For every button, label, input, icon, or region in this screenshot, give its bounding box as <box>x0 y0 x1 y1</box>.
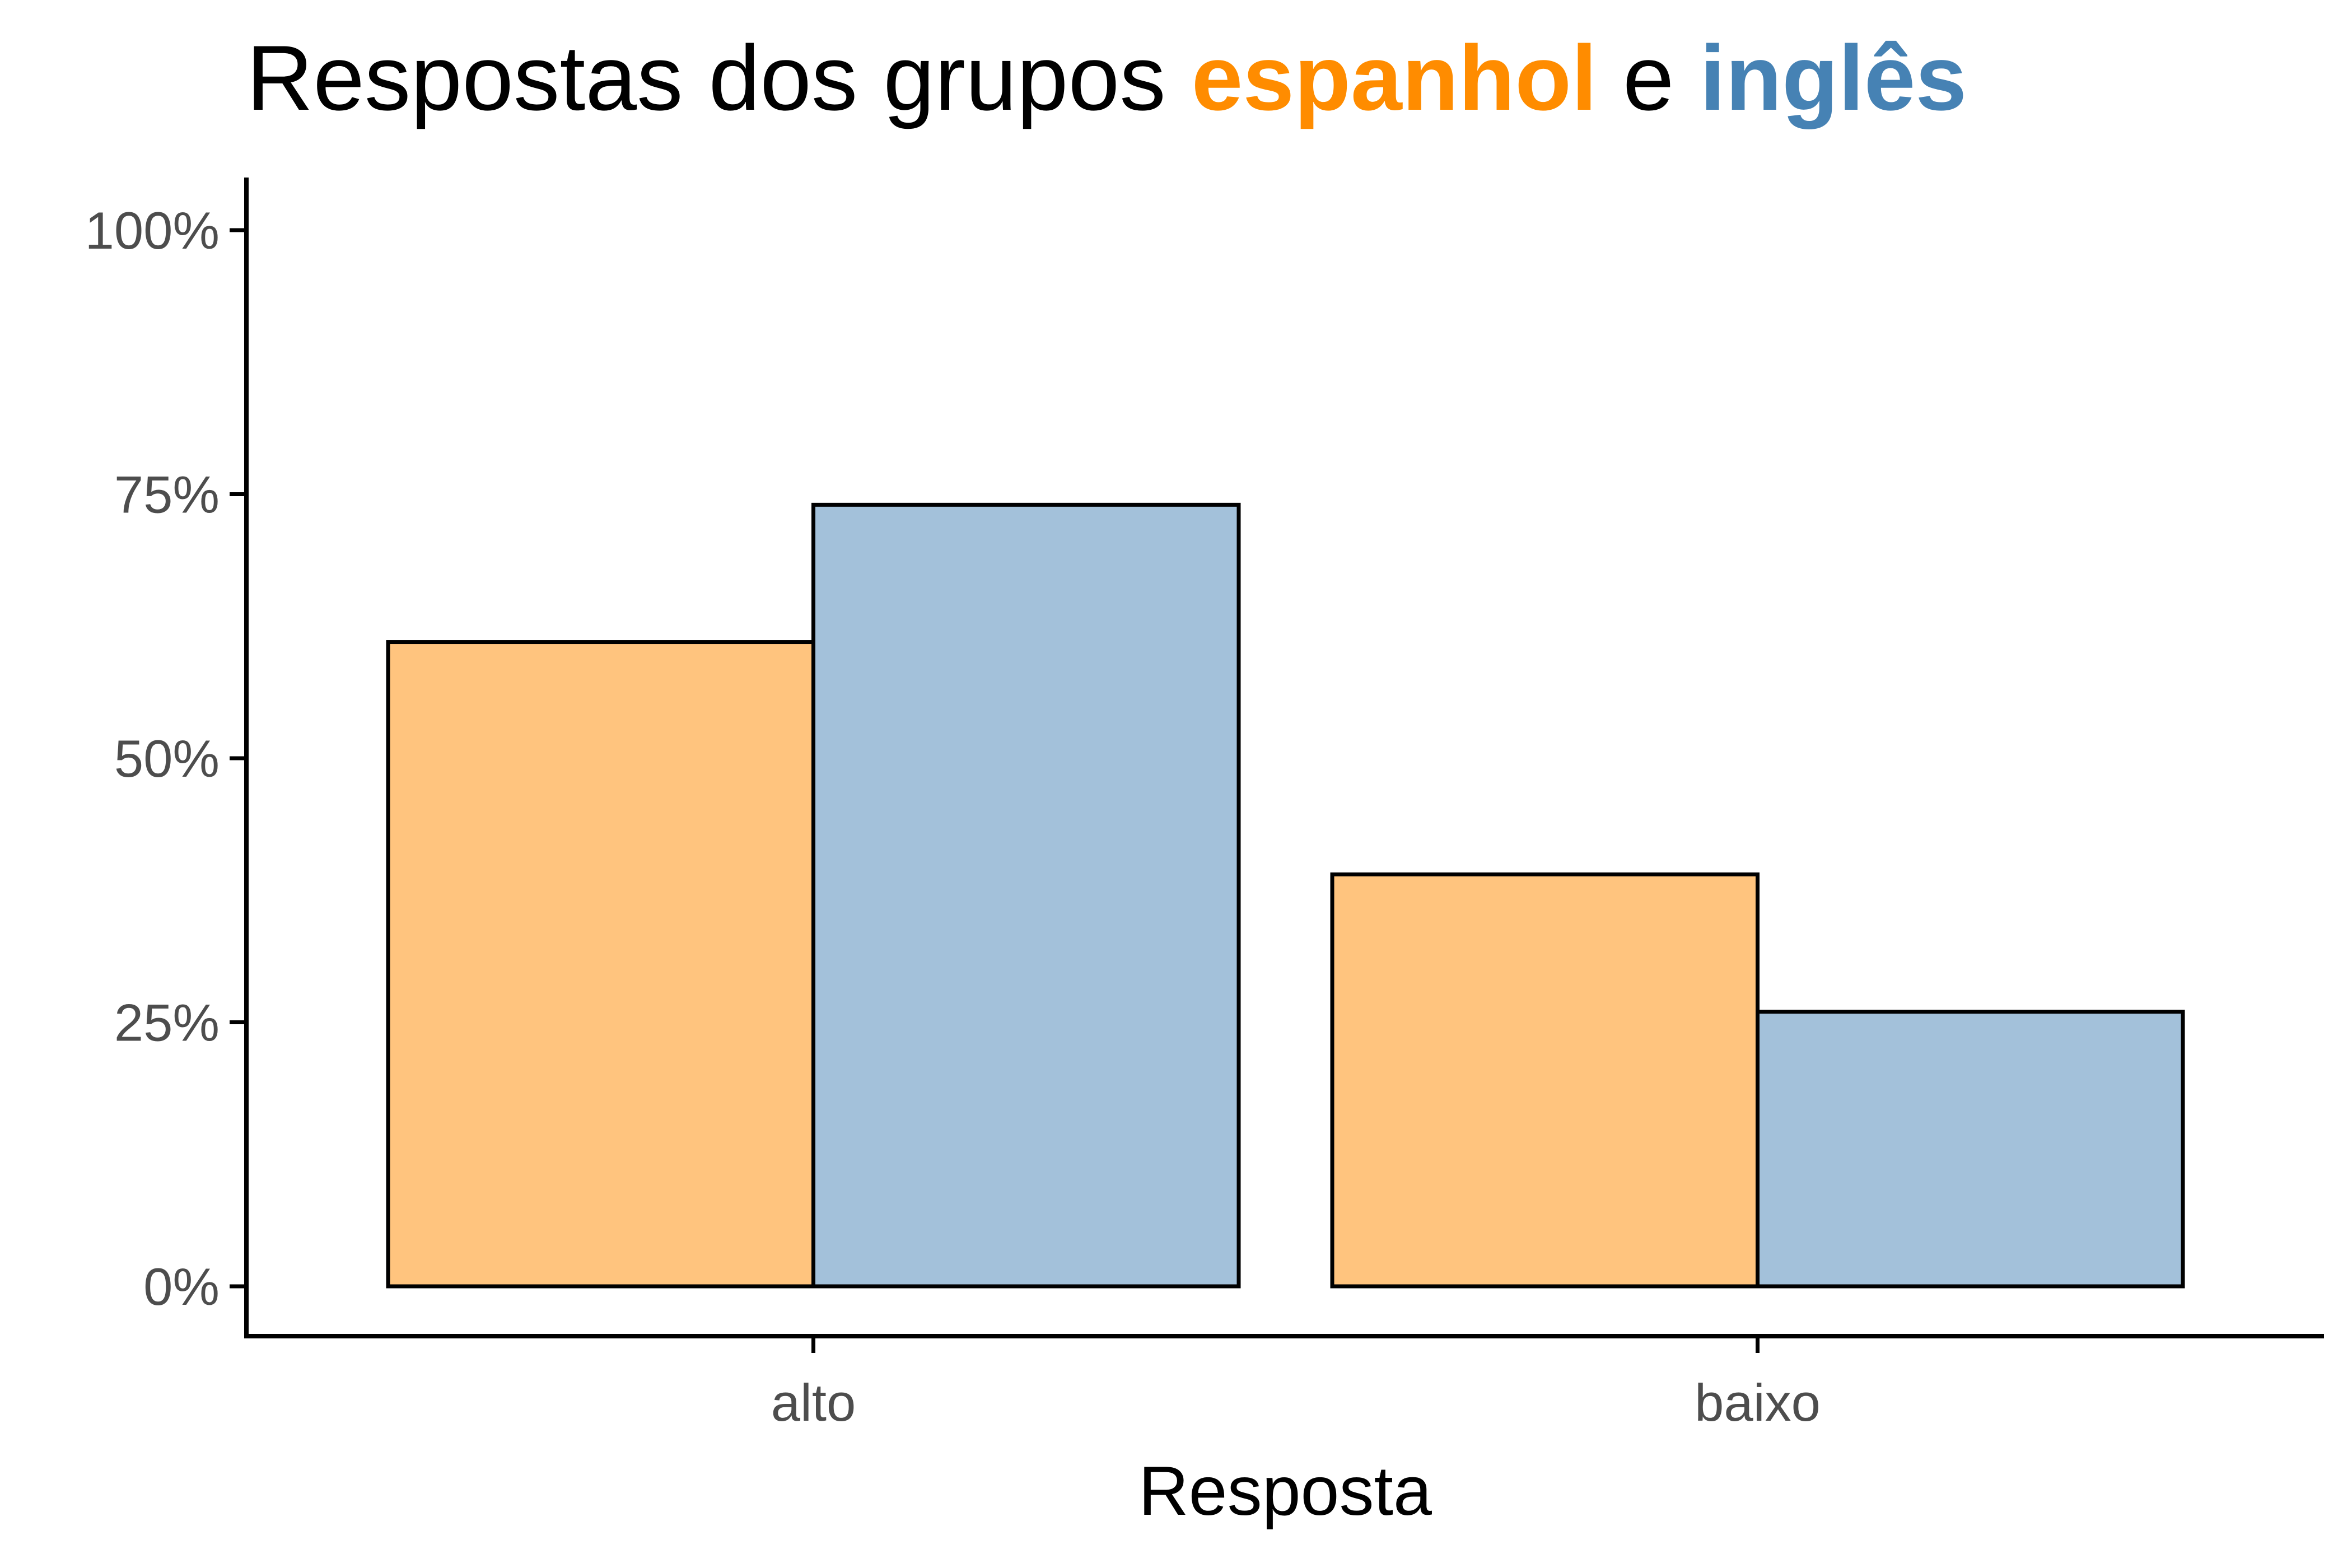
chart-title-prefix: Respostas dos grupos <box>246 26 1192 129</box>
bar-baixo-inglês <box>1756 1010 2185 1289</box>
y-tick-label: 75% <box>114 465 220 524</box>
x-tick-label-baixo: baixo <box>1695 1373 1821 1432</box>
chart-title: Respostas dos grupos espanhol e inglês <box>246 22 1967 133</box>
bar-baixo-espanhol <box>1330 872 1760 1289</box>
bar-group <box>386 502 2185 1289</box>
chart-title-joiner: e <box>1597 26 1700 129</box>
bar-alto-espanhol <box>386 640 815 1289</box>
x-axis-title: Resposta <box>1138 1453 1432 1530</box>
y-tick-label: 0% <box>143 1257 220 1316</box>
x-axis-ticks: alto baixo <box>771 1336 1821 1432</box>
chart-title-group-espanhol: espanhol <box>1191 26 1597 129</box>
bar-alto-inglês <box>811 502 1241 1289</box>
y-tick-label: 100% <box>85 201 220 260</box>
x-tick-label-alto: alto <box>771 1373 856 1432</box>
chart-title-group-ingles: inglês <box>1700 26 1967 129</box>
y-tick-label: 50% <box>114 729 220 788</box>
y-tick-label: 25% <box>114 993 220 1052</box>
y-axis-ticks: 0% 25% 50% 75% 100% <box>85 201 246 1316</box>
